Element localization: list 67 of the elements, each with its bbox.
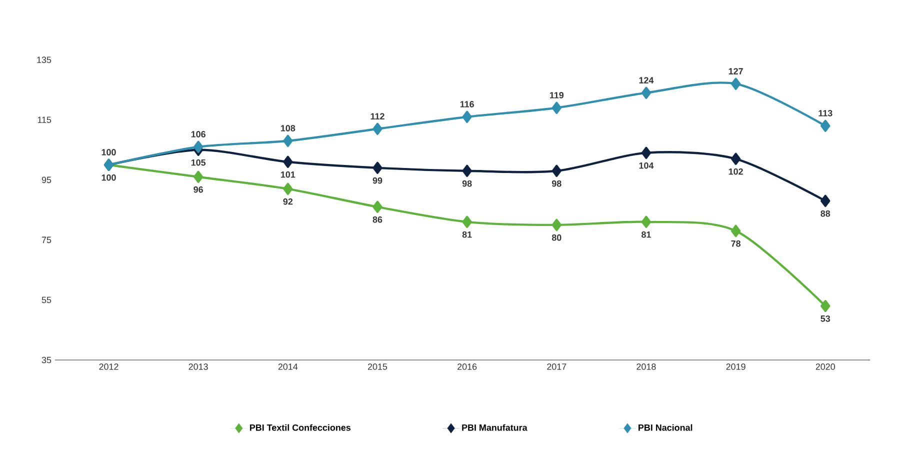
data-label: 116 xyxy=(460,101,474,108)
data-label: 105 xyxy=(191,159,206,166)
y-tick-label: 35 xyxy=(42,356,52,364)
point xyxy=(641,86,652,99)
x-tick-label: 2020 xyxy=(816,364,836,370)
data-label: 124 xyxy=(639,77,654,84)
legend-label: PBI Nacional xyxy=(638,424,692,431)
data-label: 127 xyxy=(728,68,743,74)
data-label: 92 xyxy=(283,198,293,205)
data-label: 98 xyxy=(462,180,472,187)
point xyxy=(552,102,562,114)
point xyxy=(820,300,830,312)
point xyxy=(462,164,472,177)
point xyxy=(283,134,293,147)
y-tick-label: 115 xyxy=(38,116,52,123)
point xyxy=(730,224,741,237)
data-label: 99 xyxy=(372,177,382,184)
x-tick-label: 2019 xyxy=(726,364,746,370)
legend-label: PBI Manufatura xyxy=(462,424,528,431)
data-label: 100 xyxy=(102,149,116,156)
data-label: 113 xyxy=(818,110,832,116)
y-tick-label: 95 xyxy=(42,176,52,184)
data-label: 101 xyxy=(280,171,296,178)
point xyxy=(641,216,652,228)
point xyxy=(552,164,562,177)
y-tick-label: 75 xyxy=(42,236,52,244)
x-tick-label: 2018 xyxy=(636,364,656,370)
point xyxy=(193,140,204,153)
data-label: 88 xyxy=(820,210,830,217)
point xyxy=(372,122,382,135)
point xyxy=(641,146,652,159)
point xyxy=(462,110,472,123)
x-tick-label: 2016 xyxy=(458,364,477,370)
y-tick-label: 55 xyxy=(42,296,52,304)
point xyxy=(283,182,293,195)
data-label: 53 xyxy=(820,315,830,322)
data-label: 100 xyxy=(102,174,116,181)
legend-label: PBI Textil Confecciones xyxy=(250,424,351,431)
point xyxy=(730,78,741,90)
data-label: 81 xyxy=(462,231,472,238)
point xyxy=(730,152,741,165)
data-label: 108 xyxy=(280,125,296,132)
x-tick-label: 2012 xyxy=(99,364,118,370)
data-label: 112 xyxy=(370,113,384,120)
data-label: 98 xyxy=(552,180,562,187)
data-label: 78 xyxy=(731,240,741,247)
point xyxy=(462,216,472,228)
x-tick-label: 2015 xyxy=(368,364,388,370)
data-label: 96 xyxy=(194,186,203,193)
point xyxy=(552,218,562,231)
point xyxy=(193,170,204,183)
point xyxy=(283,156,293,168)
x-tick-label: 2013 xyxy=(188,364,208,370)
point xyxy=(372,162,382,174)
data-label: 102 xyxy=(728,168,743,175)
point xyxy=(820,194,830,207)
point xyxy=(372,200,382,213)
data-label: 104 xyxy=(639,162,654,169)
data-label: 106 xyxy=(191,131,206,138)
data-label: 86 xyxy=(372,216,382,223)
data-label: 119 xyxy=(550,92,564,98)
x-tick-label: 2014 xyxy=(278,364,298,370)
y-tick-label: 135 xyxy=(37,56,52,64)
x-tick-label: 2017 xyxy=(547,364,566,370)
point xyxy=(820,120,830,132)
data-label: 81 xyxy=(642,231,651,238)
data-label: 80 xyxy=(552,234,562,241)
